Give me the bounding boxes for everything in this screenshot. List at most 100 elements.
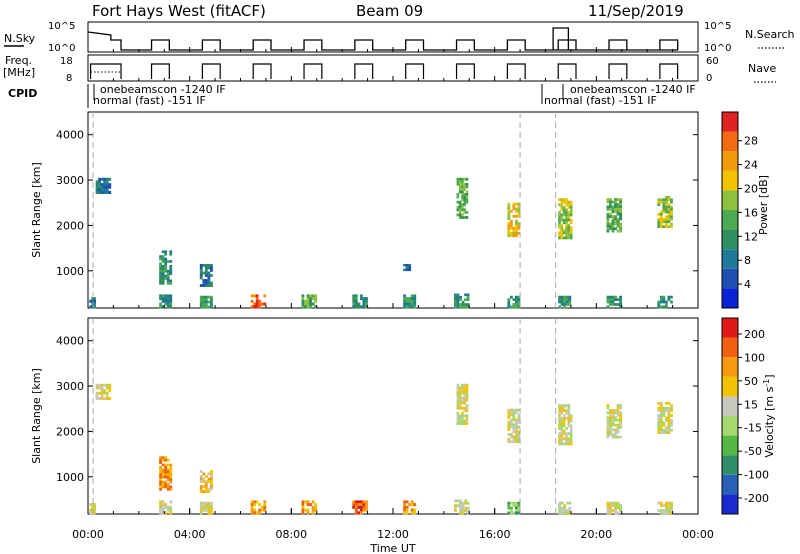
echo-cell [619, 210, 623, 214]
echo-cell [664, 225, 668, 228]
echo-cell [512, 411, 516, 414]
echo-cell [459, 504, 462, 508]
echo-cell [103, 397, 107, 400]
echo-cell [108, 397, 112, 400]
echo-cell [301, 511, 305, 515]
echo-cell [250, 508, 254, 512]
echo-cell [210, 295, 213, 299]
echo-cell [562, 429, 566, 433]
echo-cell [161, 456, 165, 460]
echo-cell [558, 203, 561, 207]
echo-cell [558, 411, 561, 415]
echo-cell [357, 305, 361, 309]
nsky-line [87, 27, 679, 51]
echo-cell [461, 411, 464, 415]
echo-cell [465, 419, 469, 423]
echo-cell [159, 274, 163, 278]
echo-cell [98, 177, 102, 181]
echo-cell [362, 508, 366, 512]
echo-cell [100, 386, 104, 390]
echo-cell [463, 388, 466, 392]
echo-cell [309, 299, 312, 303]
echo-cell [614, 295, 617, 299]
echo-cell [207, 276, 211, 280]
echo-cell [105, 177, 109, 181]
echo-cell [515, 408, 518, 412]
echo-cell [95, 188, 99, 192]
echo-cell [459, 511, 462, 515]
echo-cell [507, 217, 511, 221]
echo-cell [512, 207, 516, 211]
echo-cell [210, 305, 213, 309]
echo-cell [161, 260, 165, 263]
echo-block [403, 294, 417, 309]
echo-cell [202, 300, 206, 304]
echo-cell [210, 475, 213, 478]
echo-cell [662, 208, 666, 211]
echo-cell [255, 302, 259, 306]
echo-cell [199, 480, 203, 483]
echo-cell [562, 198, 566, 202]
echo-cell [657, 217, 661, 221]
echo-cell [670, 208, 673, 211]
echo-cell [410, 305, 414, 309]
freq-tick-bottom: 8 [66, 73, 72, 84]
echo-cell [311, 508, 315, 512]
colorbar-segment [722, 396, 738, 416]
echo-cell [614, 303, 617, 306]
echo-cell [204, 303, 208, 306]
echo-cell [466, 509, 470, 512]
echo-cell [609, 203, 612, 206]
echo-cell [619, 224, 623, 228]
echo-cell [199, 271, 203, 275]
echo-cell [569, 208, 573, 212]
echo-cell [458, 185, 462, 189]
nsky-panel: N.Sky 10^5 10^0 10^5 10^0 N.Search [4, 21, 795, 54]
echo-cell [408, 263, 412, 267]
echo-cell [199, 485, 203, 488]
nsearch-tick-top: 10^5 [704, 21, 731, 32]
echo-cell [199, 298, 203, 301]
echo-cell [609, 227, 612, 231]
station-title: Fort Hays West (fitACF) [92, 2, 266, 20]
echo-cell [662, 509, 666, 512]
echo-cell [161, 279, 165, 283]
echo-cell [659, 421, 663, 425]
colorbar-segment [722, 210, 738, 230]
echo-cell [161, 272, 165, 275]
echo-cell [169, 466, 173, 469]
echo-cell [166, 483, 170, 486]
echo-cell [659, 416, 663, 420]
echo-cell [670, 406, 673, 410]
echo-cell [306, 302, 310, 306]
echo-cell [159, 267, 163, 271]
echo-cell [659, 404, 663, 408]
echo-cell [659, 300, 663, 304]
echo-cell [458, 401, 462, 405]
echo-cell [466, 293, 470, 297]
echo-cell [515, 437, 518, 441]
echo-cell [560, 205, 564, 209]
echo-cell [512, 413, 516, 417]
echo-cell [403, 511, 407, 515]
echo-cell [166, 269, 170, 273]
echo-cell [159, 478, 163, 481]
echo-cell [202, 490, 206, 493]
echo-cell [664, 305, 668, 309]
echo-cell [98, 183, 102, 187]
echo-cell [606, 428, 610, 432]
echo-cell [515, 202, 518, 206]
echo-cell [667, 213, 671, 216]
echo-cell [512, 437, 516, 441]
echo-cell [619, 506, 623, 510]
echo-cell [105, 397, 109, 400]
colorbar-tick-label: 50 [744, 375, 758, 388]
echo-cell [517, 305, 521, 309]
echo-cell [659, 509, 663, 512]
echo-cell [567, 200, 571, 204]
echo-cell [507, 440, 511, 444]
echo-cell [98, 386, 102, 390]
power-frame [87, 111, 699, 309]
echo-cell [670, 225, 673, 228]
echo-cell [609, 295, 612, 299]
